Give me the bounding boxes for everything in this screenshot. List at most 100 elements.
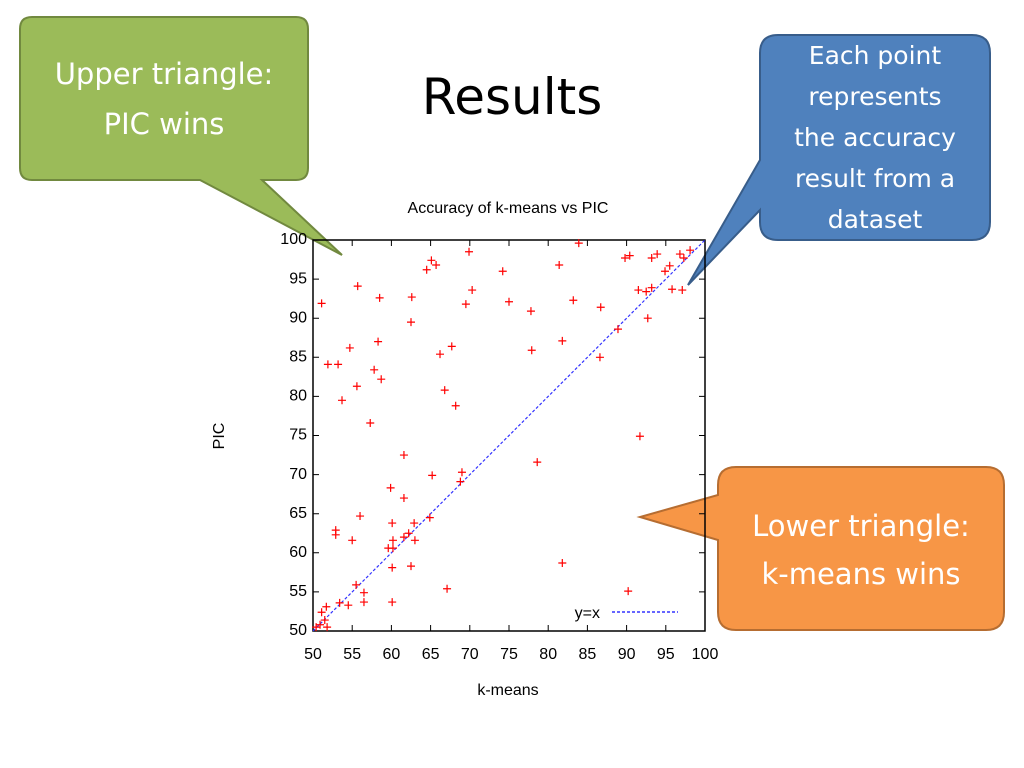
point <box>675 250 684 259</box>
callout-text: Upper triangle: <box>55 57 274 91</box>
point <box>353 282 362 291</box>
point <box>461 300 470 309</box>
legend-label: y=x <box>575 605 600 622</box>
point <box>595 353 604 362</box>
point <box>624 587 633 596</box>
point <box>348 536 357 545</box>
point <box>356 512 365 521</box>
x-tick-label: 85 <box>579 646 597 663</box>
reference-line <box>312 239 706 632</box>
callout-orange <box>636 466 1005 631</box>
slide-title: Results <box>422 68 603 126</box>
point <box>335 598 344 607</box>
y-tick-label: 70 <box>289 466 307 483</box>
point <box>425 513 434 522</box>
callout-text: dataset <box>828 205 923 234</box>
point <box>686 246 695 255</box>
point <box>399 533 408 542</box>
point <box>625 251 634 260</box>
y-tick-label: 90 <box>289 309 307 326</box>
point <box>456 477 465 486</box>
y-tick-label: 75 <box>289 427 307 444</box>
point <box>427 256 436 265</box>
y-tick-label: 60 <box>289 544 307 561</box>
point <box>422 265 431 274</box>
point <box>359 598 368 607</box>
point <box>359 588 368 597</box>
point <box>384 544 393 553</box>
x-tick-label: 90 <box>618 646 636 663</box>
y-tick-label: 50 <box>289 622 307 639</box>
point <box>366 418 375 427</box>
point <box>317 299 326 308</box>
point <box>574 239 583 248</box>
point <box>407 562 415 571</box>
point <box>596 303 605 312</box>
point <box>352 382 361 391</box>
point <box>443 584 452 593</box>
point <box>407 293 416 302</box>
point <box>498 267 507 276</box>
point <box>457 468 466 477</box>
point <box>386 483 395 492</box>
point <box>331 530 340 539</box>
point <box>404 529 413 538</box>
point <box>558 558 567 567</box>
point <box>323 360 332 369</box>
point <box>399 494 408 503</box>
y-tick-label: 65 <box>289 505 307 522</box>
point <box>320 616 329 625</box>
point <box>428 471 437 480</box>
point <box>388 598 397 607</box>
point <box>345 343 354 352</box>
callout-text: k-means wins <box>761 557 960 591</box>
point <box>407 318 415 327</box>
point <box>647 253 656 262</box>
callout-text: result from a <box>795 164 955 193</box>
point <box>312 623 321 632</box>
point <box>323 623 332 632</box>
y-tick-label: 95 <box>289 270 307 287</box>
point <box>410 519 419 528</box>
y-tick-label: 100 <box>280 231 307 248</box>
chart-title: Accuracy of k-means vs PIC <box>408 200 609 217</box>
y-tick-label: 80 <box>289 388 307 405</box>
point <box>642 287 651 296</box>
callout-blue <box>687 34 991 286</box>
x-tick-label: 60 <box>383 646 401 663</box>
x-tick-label: 100 <box>692 646 719 663</box>
x-tick-label: 55 <box>343 646 361 663</box>
point <box>465 247 474 256</box>
point <box>678 286 687 295</box>
x-tick-label: 70 <box>461 646 479 663</box>
point <box>370 365 379 374</box>
point <box>377 375 386 384</box>
point <box>334 360 343 369</box>
point <box>451 401 460 410</box>
point <box>665 261 674 270</box>
point <box>375 293 384 302</box>
callout-text: PIC wins <box>104 107 225 141</box>
point <box>569 296 578 305</box>
point <box>399 451 408 460</box>
point <box>447 342 456 351</box>
x-axis-label: k-means <box>477 682 538 699</box>
point <box>440 386 449 395</box>
y-tick-label: 55 <box>289 583 307 600</box>
point <box>643 314 652 323</box>
callout-text: represents <box>808 82 941 111</box>
point <box>436 350 445 359</box>
point <box>613 325 622 334</box>
callout-green <box>19 16 343 256</box>
point <box>388 519 397 528</box>
point <box>647 283 656 292</box>
x-tick-label: 75 <box>500 646 518 663</box>
point <box>558 336 567 345</box>
point <box>621 253 630 262</box>
callout-text: Lower triangle: <box>752 509 970 543</box>
point <box>388 536 397 545</box>
point <box>468 286 477 295</box>
point <box>374 337 383 346</box>
point <box>661 267 670 276</box>
